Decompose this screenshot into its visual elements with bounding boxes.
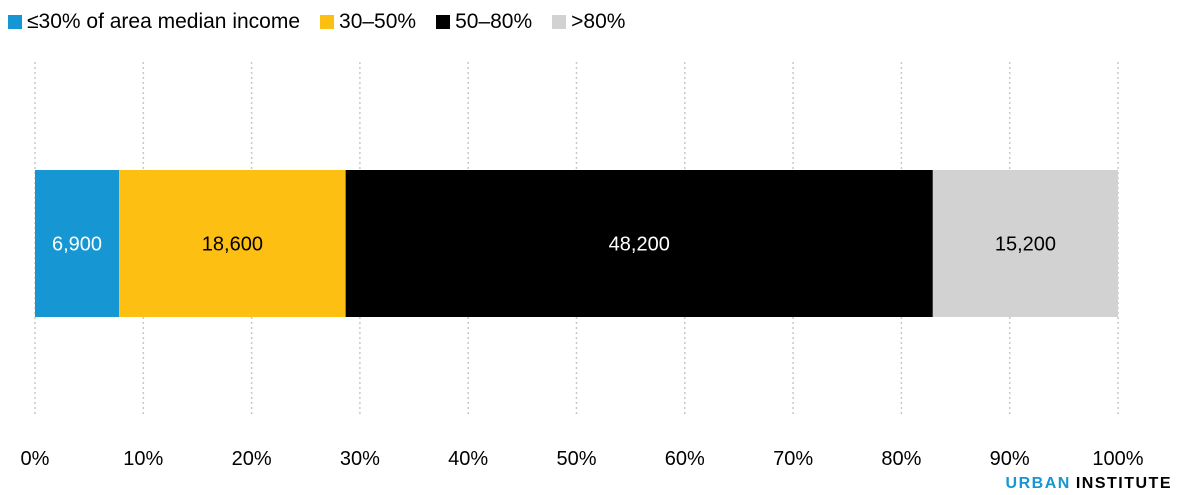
legend: ≤30% of area median income 30–50% 50–80%…	[8, 10, 645, 34]
legend-swatch	[320, 15, 335, 29]
x-tick-label: 10%	[123, 448, 163, 470]
data-label: 6,900	[52, 234, 102, 256]
x-tick-label: 0%	[21, 448, 50, 470]
legend-label: 50–80%	[455, 10, 533, 33]
bar-segment	[119, 170, 346, 317]
legend-swatch	[552, 15, 567, 29]
legend-swatch	[8, 15, 22, 29]
data-label: 15,200	[995, 234, 1056, 256]
legend-label: 30–50%	[339, 10, 417, 33]
legend-label: >80%	[571, 10, 626, 33]
bar-segment	[345, 170, 933, 317]
brand-urban: URBAN	[1005, 475, 1071, 492]
x-tick-label: 30%	[340, 448, 380, 470]
legend-swatch	[436, 15, 451, 29]
legend-label: ≤30% of area median income	[27, 10, 301, 33]
bar-segment	[932, 170, 1118, 317]
legend-item-50-80: 50–80%	[436, 10, 532, 34]
legend-item-30-50: 30–50%	[320, 10, 416, 34]
bar-segment	[35, 170, 120, 317]
brand-institute: INSTITUTE	[1075, 475, 1172, 492]
legend-item-80-plus: >80%	[552, 10, 625, 34]
x-tick-label: 70%	[773, 448, 813, 470]
data-label: 48,200	[609, 234, 670, 256]
x-tick-label: 60%	[665, 448, 705, 470]
urban-institute-logo: URBAN INSTITUTE	[1006, 475, 1172, 493]
x-tick-label: 100%	[1092, 448, 1143, 470]
data-label: 18,600	[202, 234, 263, 256]
x-tick-label: 40%	[448, 448, 488, 470]
x-tick-label: 50%	[556, 448, 596, 470]
legend-item-30-ami: ≤30% of area median income	[8, 10, 300, 34]
x-tick-label: 90%	[990, 448, 1030, 470]
x-tick-label: 20%	[232, 448, 272, 470]
x-tick-label: 80%	[881, 448, 921, 470]
